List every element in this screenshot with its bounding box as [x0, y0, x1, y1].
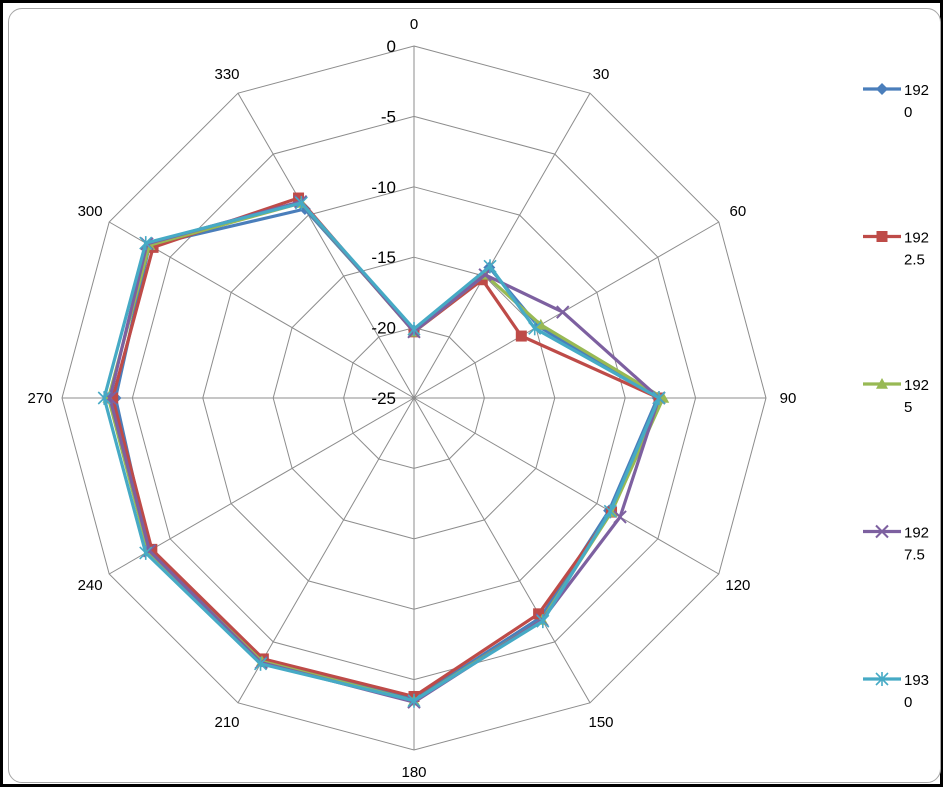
angle-label: 210 [214, 714, 239, 731]
grid-spoke [108, 221, 415, 399]
data-point [613, 510, 627, 524]
data-point [293, 192, 305, 204]
data-point [515, 330, 527, 342]
grid-spoke [413, 397, 720, 575]
angle-label: 0 [410, 16, 418, 33]
data-point [536, 614, 550, 629]
data-point [476, 274, 488, 286]
grid-spoke [413, 221, 720, 399]
grid-spoke [413, 92, 591, 399]
radial-tick-label: -20 [371, 319, 396, 338]
series-line [113, 207, 660, 701]
chart-area [8, 8, 941, 783]
grid-spoke [413, 397, 591, 704]
data-point [407, 322, 421, 337]
data-point [534, 318, 547, 330]
data-point [97, 391, 111, 405]
radial-tick-label: 0 [387, 37, 396, 56]
radial-tick-label: -25 [371, 389, 396, 408]
series-1925 [102, 196, 670, 706]
legend-label: 193 0 [904, 672, 929, 711]
series-1920 [109, 202, 664, 706]
grid-spoke [237, 92, 415, 399]
data-point [253, 656, 268, 671]
radar-grid [61, 45, 767, 751]
grid-spoke [237, 397, 415, 704]
legend-label: 192 7.5 [904, 525, 929, 564]
data-point [875, 524, 889, 539]
data-point [876, 378, 888, 389]
angle-label: 150 [588, 714, 613, 731]
legend-item: 193 0 [863, 672, 929, 711]
angle-label: 330 [214, 66, 239, 83]
data-point [528, 321, 542, 336]
data-point [556, 305, 570, 319]
legend-item: 192 2.5 [863, 230, 929, 269]
data-point [407, 693, 421, 708]
data-point [139, 236, 153, 251]
legend-label: 192 5 [904, 377, 929, 416]
data-point [139, 545, 153, 560]
data-point [107, 392, 119, 404]
radial-tick-label: -15 [371, 248, 396, 267]
data-point [533, 608, 545, 620]
radial-tick-labels: 0 -5 -10 -15 -20 -25 [371, 37, 396, 408]
angle-label: 60 [730, 203, 747, 220]
series-1927-5 [103, 194, 666, 709]
data-point [652, 391, 666, 405]
legend-item: 192 5 [863, 377, 929, 416]
legend: 192 0 192 2.5 192 5 192 7.5 193 0 [863, 82, 929, 711]
angle-label: 240 [78, 577, 103, 594]
series-line [102, 201, 661, 703]
data-point [478, 268, 492, 282]
legend-label: 192 0 [904, 82, 929, 121]
radial-tick-label: -5 [381, 107, 396, 126]
angle-label: 90 [780, 390, 797, 407]
angle-label: 180 [401, 764, 426, 781]
data-point [603, 504, 617, 519]
data-point [875, 672, 889, 686]
data-point [876, 83, 888, 95]
data-point [483, 259, 497, 274]
data-point [294, 195, 308, 210]
angle-labels: 0 30 60 90 120 150 180 210 240 270 300 330 [27, 16, 796, 781]
legend-label: 192 2.5 [904, 230, 929, 269]
series-line [108, 200, 661, 704]
grid-spoke [108, 397, 415, 575]
angle-label: 300 [78, 203, 103, 220]
data-point [876, 231, 888, 242]
legend-item: 192 7.5 [863, 525, 929, 564]
angle-label: 270 [27, 390, 52, 407]
series-line [106, 201, 665, 703]
radar-chart: 0 30 60 90 120 150 180 210 240 270 300 330 0 -5 -10 -15… [27, 16, 929, 781]
angle-label: 30 [593, 66, 610, 83]
series-1930 [97, 195, 666, 708]
radial-tick-label: -10 [371, 178, 396, 197]
angle-label: 120 [725, 577, 750, 594]
legend-item: 192 0 [863, 82, 929, 121]
